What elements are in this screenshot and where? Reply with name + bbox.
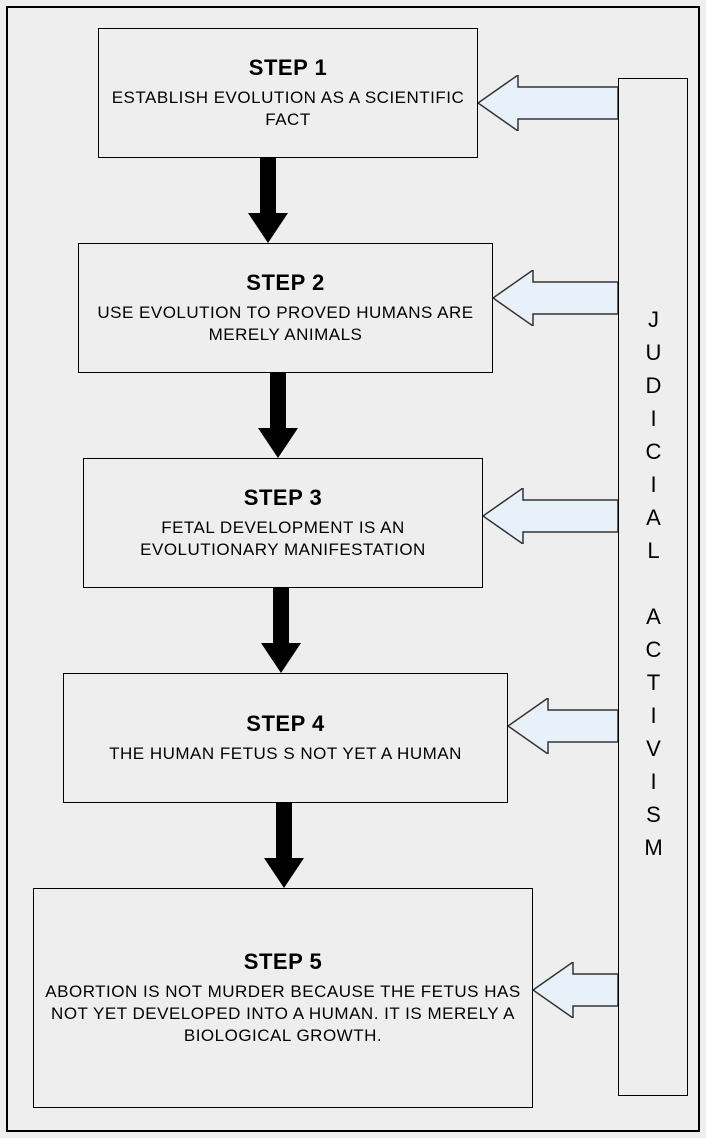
down-arrow-icon bbox=[248, 158, 288, 243]
step-box-5: STEP 5 ABORTION IS NOT MURDER BECAUSE TH… bbox=[33, 888, 533, 1108]
down-arrow-icon bbox=[261, 588, 301, 673]
left-arrow-icon bbox=[478, 75, 618, 131]
left-arrow-icon bbox=[508, 698, 618, 754]
step-box-1: STEP 1 ESTABLISH EVOLUTION AS A SCIENTIF… bbox=[98, 28, 478, 158]
down-arrow-icon bbox=[264, 803, 304, 888]
left-arrow-icon bbox=[533, 962, 618, 1018]
step-title: STEP 1 bbox=[249, 55, 327, 81]
step-box-2: STEP 2 USE EVOLUTION TO PROVED HUMANS AR… bbox=[78, 243, 493, 373]
left-arrow-icon bbox=[483, 488, 618, 544]
step-desc: THE HUMAN FETUS S NOT YET A HUMAN bbox=[109, 743, 462, 765]
step-title: STEP 5 bbox=[244, 949, 322, 975]
diagram-frame: STEP 1 ESTABLISH EVOLUTION AS A SCIENTIF… bbox=[6, 6, 700, 1132]
step-desc: ESTABLISH EVOLUTION AS A SCIENTIFIC FACT bbox=[109, 87, 467, 131]
left-arrow-icon bbox=[493, 270, 618, 326]
step-desc: FETAL DEVELOPMENT IS AN EVOLUTIONARY MAN… bbox=[94, 517, 472, 561]
step-title: STEP 3 bbox=[244, 485, 322, 511]
sidebar-label: JUDICIAL ACTIVISM bbox=[640, 307, 666, 868]
step-desc: USE EVOLUTION TO PROVED HUMANS ARE MEREL… bbox=[89, 302, 482, 346]
sidebar-box: JUDICIAL ACTIVISM bbox=[618, 78, 688, 1096]
step-box-4: STEP 4 THE HUMAN FETUS S NOT YET A HUMAN bbox=[63, 673, 508, 803]
step-desc: ABORTION IS NOT MURDER BECAUSE THE FETUS… bbox=[44, 981, 522, 1047]
down-arrow-icon bbox=[258, 373, 298, 458]
step-title: STEP 2 bbox=[246, 270, 324, 296]
step-box-3: STEP 3 FETAL DEVELOPMENT IS AN EVOLUTION… bbox=[83, 458, 483, 588]
step-title: STEP 4 bbox=[246, 711, 324, 737]
